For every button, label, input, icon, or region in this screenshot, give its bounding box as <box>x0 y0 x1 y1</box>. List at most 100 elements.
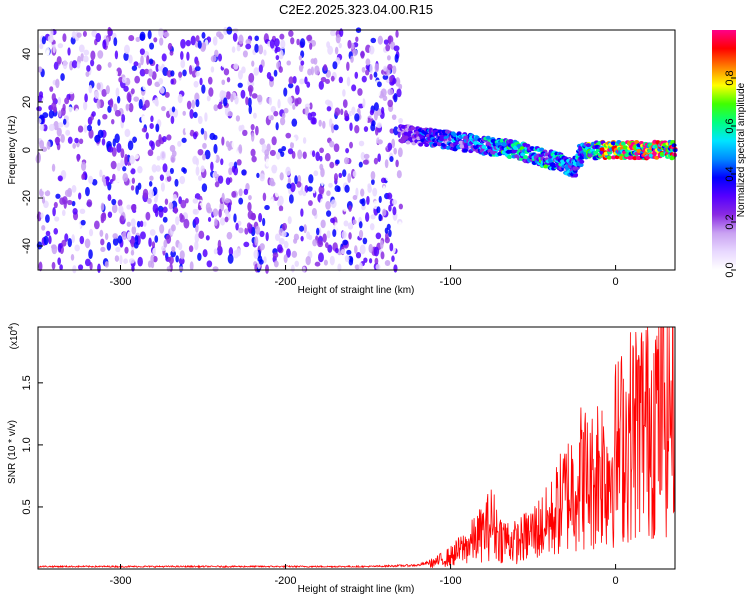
noise-speck <box>179 250 185 260</box>
noise-speck <box>166 175 172 182</box>
noise-speck <box>233 250 239 259</box>
noise-speck <box>233 63 239 70</box>
noise-speck <box>394 53 399 63</box>
noise-speck <box>72 265 77 274</box>
noise-speck <box>360 50 365 59</box>
noise-speck <box>85 71 90 77</box>
noise-speck <box>231 191 237 198</box>
noise-speck <box>354 245 358 254</box>
noise-speck <box>161 53 167 62</box>
noise-speck <box>329 140 335 148</box>
noise-speck <box>395 30 399 38</box>
noise-speck <box>190 35 196 46</box>
noise-speck <box>389 156 394 162</box>
noise-speck <box>54 216 60 222</box>
noise-speck <box>310 66 315 76</box>
noise-speck <box>65 38 70 48</box>
noise-speck <box>343 157 350 165</box>
noise-speck <box>292 104 296 110</box>
noise-speck <box>299 225 305 232</box>
noise-speck <box>302 151 307 159</box>
noise-speck <box>296 38 300 46</box>
noise-speck <box>363 126 369 132</box>
noise-speck <box>197 148 204 156</box>
noise-speck <box>221 136 225 146</box>
noise-speck <box>387 35 392 45</box>
noise-speck <box>347 222 354 230</box>
noise-speck <box>74 137 79 144</box>
noise-speck <box>231 165 236 173</box>
noise-speck <box>126 221 131 227</box>
noise-speck <box>188 245 194 253</box>
noise-speck <box>134 141 139 150</box>
noise-speck <box>115 87 120 98</box>
noise-speck <box>178 71 183 78</box>
noise-speck <box>170 78 174 85</box>
noise-speck <box>197 115 203 125</box>
noise-speck <box>240 124 245 131</box>
y-tick-label: 40 <box>21 48 33 60</box>
signal-cell <box>579 159 585 164</box>
noise-speck <box>269 181 276 187</box>
noise-speck <box>82 101 88 111</box>
noise-speck <box>242 129 248 137</box>
noise-speck <box>130 218 136 228</box>
noise-speck <box>102 113 108 120</box>
noise-speck <box>344 115 350 122</box>
noise-speck <box>202 142 207 150</box>
noise-speck <box>304 184 309 193</box>
noise-speck <box>283 87 288 97</box>
noise-speck <box>150 115 154 123</box>
noise-speck <box>298 64 304 72</box>
noise-speck <box>174 178 179 187</box>
noise-speck <box>101 138 106 146</box>
noise-speck <box>346 76 351 87</box>
noise-speck <box>39 124 45 131</box>
noise-speck <box>208 46 213 53</box>
signal-cell <box>577 147 583 152</box>
noise-speck <box>354 64 360 72</box>
noise-speck <box>304 106 309 116</box>
noise-speck <box>88 128 94 139</box>
noise-speck <box>297 149 303 160</box>
noise-speck <box>155 63 159 73</box>
noise-speck <box>391 138 396 149</box>
noise-speck <box>131 225 137 235</box>
noise-speck <box>76 153 80 162</box>
noise-speck <box>71 184 77 193</box>
noise-speck <box>342 169 347 177</box>
noise-speck <box>371 120 376 127</box>
noise-speck <box>227 202 232 212</box>
noise-speck <box>262 217 266 227</box>
noise-speck <box>185 39 191 47</box>
noise-speck <box>342 99 348 109</box>
noise-speck <box>160 182 165 192</box>
noise-speck <box>325 242 329 249</box>
noise-speck <box>391 114 397 121</box>
noise-speck <box>82 30 87 37</box>
noise-speck <box>387 99 394 108</box>
noise-speck <box>297 174 302 184</box>
noise-speck <box>148 189 155 199</box>
noise-speck <box>55 78 60 89</box>
signal-cell <box>512 146 518 151</box>
noise-speck <box>81 173 86 180</box>
noise-speck <box>163 31 170 38</box>
noise-speck <box>209 190 214 201</box>
noise-speck <box>290 182 296 193</box>
noise-speck <box>320 177 325 187</box>
noise-speck <box>178 266 184 272</box>
noise-speck <box>228 161 235 168</box>
noise-speck <box>41 185 48 192</box>
noise-speck <box>224 198 231 204</box>
noise-speck <box>363 153 370 159</box>
noise-speck <box>91 30 98 38</box>
noise-speck <box>102 39 107 50</box>
noise-speck <box>142 188 149 199</box>
noise-speck <box>225 263 230 272</box>
noise-speck <box>375 264 381 270</box>
noise-speck <box>137 250 142 257</box>
noise-speck <box>368 45 375 55</box>
noise-speck <box>271 136 277 146</box>
noise-speck <box>137 166 143 174</box>
